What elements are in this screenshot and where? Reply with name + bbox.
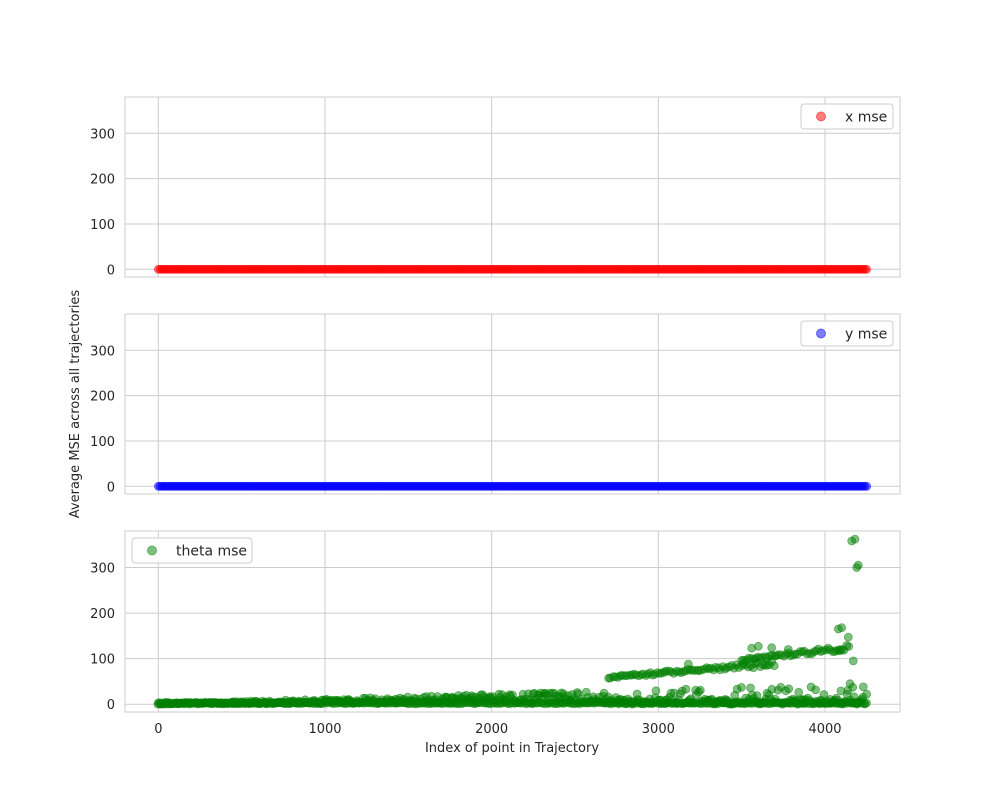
legend-marker — [816, 328, 826, 339]
y-tick-label: 200 — [90, 390, 115, 405]
data-point — [681, 684, 691, 694]
data-point — [858, 682, 868, 692]
x-tick-label: 4000 — [808, 722, 841, 737]
data-point — [862, 481, 872, 491]
data-point — [767, 643, 777, 653]
y-tick-label: 200 — [90, 173, 115, 188]
series-points — [153, 481, 872, 491]
x-tick-label: 3000 — [642, 722, 675, 737]
data-point — [746, 683, 755, 693]
y-axis-label: Average MSE across all trajectories — [68, 290, 83, 519]
data-point — [753, 641, 763, 651]
x-tick-label: 1000 — [308, 722, 341, 737]
data-point — [850, 534, 860, 544]
data-point — [783, 645, 793, 654]
legend: theta mse — [131, 537, 253, 564]
y-tick-label: 300 — [90, 561, 115, 576]
data-point — [845, 679, 855, 689]
legend-label: theta mse — [176, 544, 247, 560]
y-tick-label: 300 — [90, 344, 115, 359]
y-tick-label: 100 — [90, 218, 115, 233]
y-tick-label: 0 — [107, 480, 115, 495]
plot-frame — [124, 96, 901, 278]
subplot-top: 0 100 200 300 x mse — [90, 96, 901, 278]
legend-marker — [816, 111, 826, 122]
x-tick-label: 0 — [154, 722, 162, 737]
data-point — [695, 685, 705, 695]
data-point — [737, 683, 746, 692]
legend-box — [800, 320, 894, 347]
plot-area — [125, 531, 900, 712]
plot-frame — [124, 530, 901, 713]
x-axis-label: Index of point in Trajectory — [425, 741, 599, 756]
data-point — [811, 685, 820, 695]
data-point — [769, 661, 779, 671]
data-point — [844, 642, 854, 651]
data-point — [794, 687, 804, 697]
plot-area — [125, 314, 900, 494]
plot-frame — [124, 313, 901, 495]
y-tick-label: 200 — [90, 607, 115, 622]
series-points — [153, 534, 872, 709]
legend-marker — [147, 545, 157, 556]
y-tick-label: 100 — [90, 435, 115, 450]
subplot-middle: 0 100 200 300 y mse — [90, 313, 901, 495]
data-point — [835, 645, 845, 654]
legend-box — [131, 537, 253, 564]
data-point — [860, 699, 869, 709]
panels: 0 100 200 300 x mse 0 100 200 300 y mse 0 100 200 300… — [90, 96, 901, 737]
legend-box — [800, 103, 894, 130]
data-point — [843, 632, 853, 642]
legend-label: y mse — [845, 327, 887, 343]
data-point — [837, 623, 847, 633]
data-point — [862, 264, 872, 274]
legend: x mse — [800, 103, 894, 130]
legend-label: x mse — [845, 110, 887, 126]
x-tick-label: 2000 — [475, 722, 508, 737]
legend: y mse — [800, 320, 894, 347]
y-tick-label: 300 — [90, 127, 115, 142]
series-points — [153, 264, 872, 274]
data-point — [651, 686, 661, 696]
plot-area — [125, 97, 900, 277]
y-tick-label: 100 — [90, 653, 115, 668]
data-point — [683, 659, 693, 669]
data-point — [853, 560, 863, 570]
data-point — [848, 656, 858, 666]
data-point — [689, 698, 698, 708]
data-point — [862, 689, 872, 699]
y-tick-label: 0 — [107, 263, 115, 278]
data-point — [784, 684, 794, 694]
y-tick-label: 0 — [107, 698, 115, 713]
